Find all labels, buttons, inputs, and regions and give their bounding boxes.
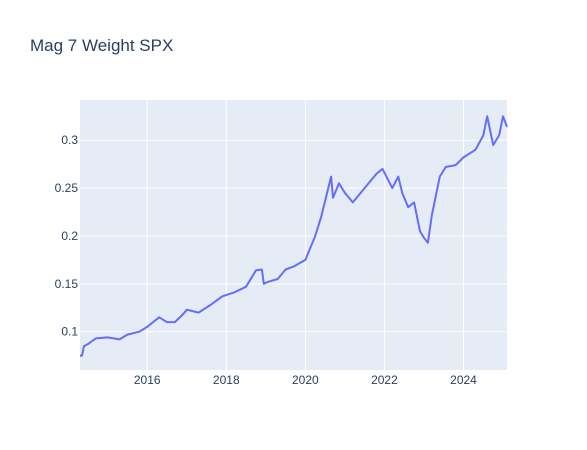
- x-tick-label: 2024: [450, 373, 477, 387]
- x-tick-label: 2020: [292, 373, 319, 387]
- y-axis: 0.1 0.15 0.2 0.25 0.3: [55, 133, 79, 338]
- x-tick-label: 2018: [213, 373, 240, 387]
- y-tick-label: 0.3: [61, 133, 78, 147]
- x-axis: 2016 2018 2020 2022 2024: [134, 373, 477, 387]
- y-tick-label: 0.2: [61, 229, 78, 243]
- plot-area: [80, 100, 507, 370]
- y-tick-label: 0.15: [55, 277, 79, 291]
- x-gridlines: [146, 100, 465, 370]
- y-tick-label: 0.25: [55, 181, 79, 195]
- y-gridlines: [80, 139, 507, 333]
- series-line: [80, 115, 508, 357]
- chart-title: Mag 7 Weight SPX: [30, 36, 173, 55]
- x-tick-label: 2016: [134, 373, 161, 387]
- x-tick-label: 2022: [371, 373, 398, 387]
- y-tick-label: 0.1: [61, 325, 78, 339]
